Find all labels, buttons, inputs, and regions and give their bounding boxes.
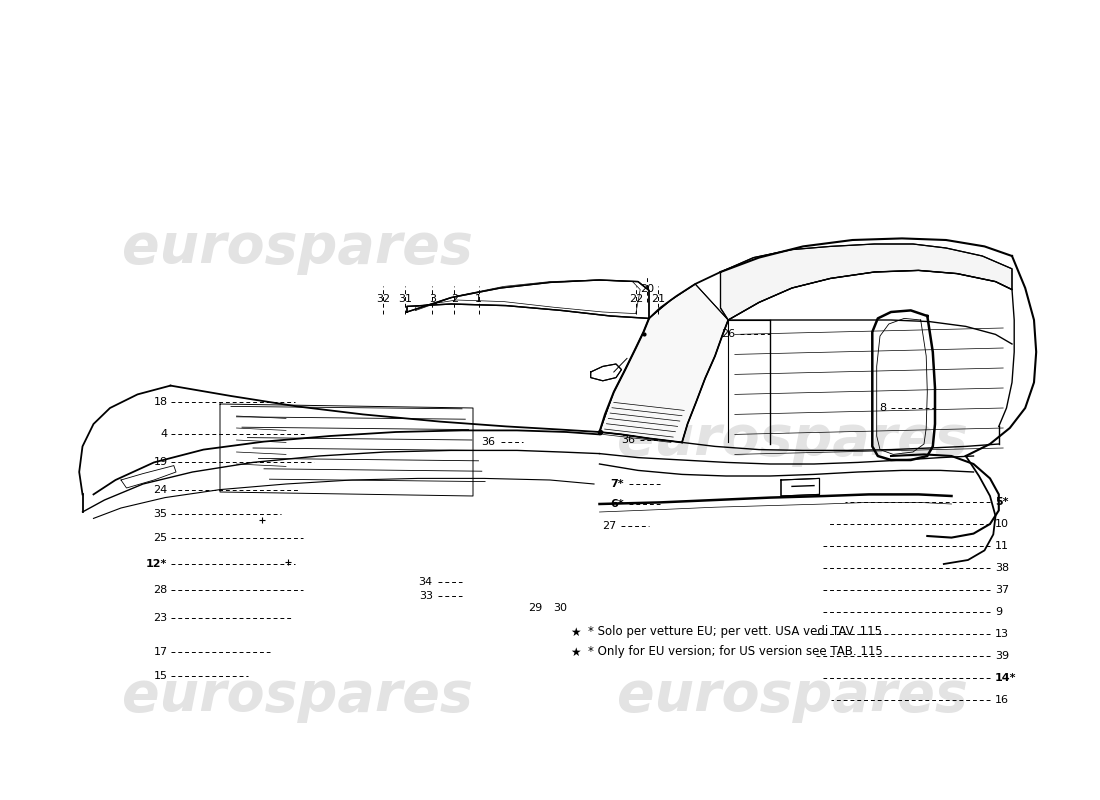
Text: 5*: 5* [996, 498, 1009, 507]
Polygon shape [720, 244, 1012, 320]
Text: 15: 15 [154, 671, 167, 681]
Text: 31: 31 [398, 294, 411, 304]
Text: 36: 36 [482, 438, 495, 447]
Text: 21: 21 [651, 294, 664, 304]
Text: 10: 10 [996, 519, 1009, 529]
Polygon shape [407, 280, 649, 318]
Text: eurospares: eurospares [122, 669, 472, 723]
Text: 20: 20 [640, 284, 653, 294]
Text: 28: 28 [153, 586, 167, 595]
Text: eurospares: eurospares [122, 221, 472, 275]
Polygon shape [591, 364, 622, 381]
Text: 13: 13 [996, 630, 1009, 639]
Text: 23: 23 [153, 614, 167, 623]
Text: 11: 11 [996, 542, 1009, 551]
Text: 24: 24 [153, 486, 167, 495]
Text: ★: ★ [570, 646, 581, 658]
Text: 27: 27 [602, 522, 616, 531]
Polygon shape [781, 478, 820, 496]
Text: 35: 35 [154, 510, 167, 519]
Text: 14*: 14* [996, 674, 1016, 683]
Text: 25: 25 [153, 534, 167, 543]
Text: 1: 1 [475, 294, 482, 304]
Text: 39: 39 [996, 651, 1009, 661]
Text: * Only for EU version; for US version see TAB. 115: * Only for EU version; for US version se… [588, 646, 883, 658]
Text: 19: 19 [153, 458, 167, 467]
Text: 37: 37 [996, 585, 1009, 594]
Text: 7*: 7* [610, 479, 624, 489]
Text: * Solo per vetture EU; per vett. USA vedi TAV. 115: * Solo per vetture EU; per vett. USA ved… [588, 626, 882, 638]
Text: 16: 16 [996, 695, 1009, 705]
Text: 30: 30 [553, 603, 566, 613]
Text: 34: 34 [419, 578, 432, 587]
Text: 9: 9 [996, 607, 1002, 617]
Text: 36: 36 [621, 435, 635, 445]
Text: 18: 18 [153, 398, 167, 407]
Text: 32: 32 [376, 294, 389, 304]
Text: 29: 29 [528, 603, 542, 613]
Text: 33: 33 [419, 591, 432, 601]
Text: 6*: 6* [610, 499, 624, 509]
Text: 26: 26 [722, 330, 735, 339]
Text: 4: 4 [161, 430, 167, 439]
Text: 22: 22 [629, 294, 642, 304]
Text: eurospares: eurospares [617, 413, 967, 467]
Text: eurospares: eurospares [617, 669, 967, 723]
Text: 12*: 12* [146, 559, 167, 569]
Text: 38: 38 [996, 563, 1009, 573]
Text: ★: ★ [570, 626, 581, 638]
Polygon shape [600, 284, 728, 442]
Text: 17: 17 [153, 647, 167, 657]
Text: 8: 8 [879, 403, 886, 413]
Text: 3: 3 [429, 294, 436, 304]
Text: 2: 2 [451, 294, 458, 304]
